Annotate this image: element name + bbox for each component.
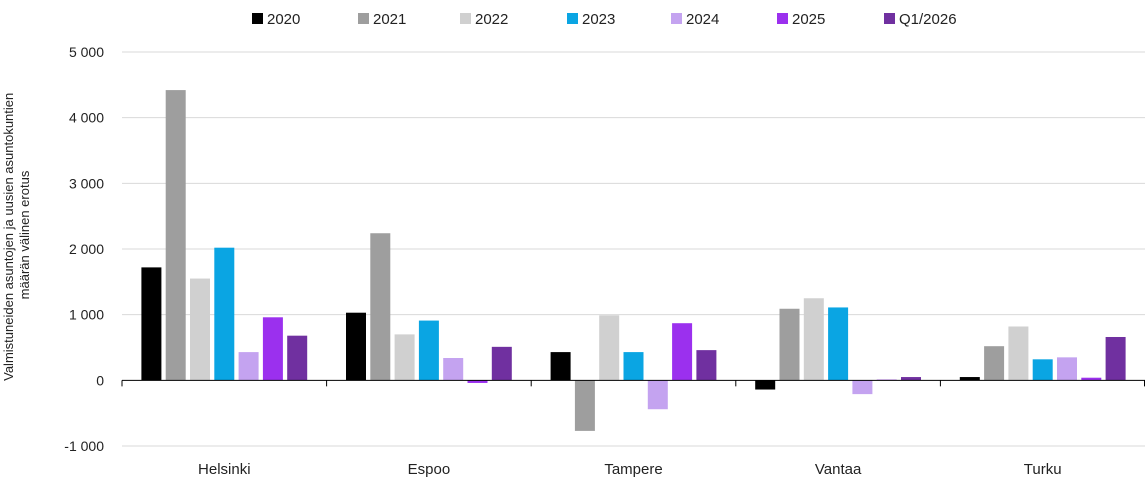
legend-label: 2022 — [475, 11, 508, 28]
bar-2021-turku — [984, 346, 1005, 381]
y-tick-label: 5 000 — [69, 44, 104, 60]
legend-label: 2021 — [373, 11, 406, 28]
legend-swatch — [567, 13, 578, 24]
bar-2024-espoo — [443, 358, 464, 381]
bar-2023-helsinki — [214, 247, 235, 381]
legend-label: 2020 — [267, 11, 300, 28]
bar-2022-tampere — [599, 315, 620, 381]
legend-swatch — [777, 13, 788, 24]
x-category-label: Tampere — [604, 461, 662, 478]
bar-2022-helsinki — [190, 278, 210, 381]
bar-2024-turku — [1057, 357, 1077, 381]
legend-item: 2024 — [671, 11, 719, 28]
legend-label: 2023 — [582, 11, 615, 28]
bar-2024-vantaa — [852, 380, 873, 395]
y-tick-label: 4 000 — [69, 110, 104, 126]
bar-Q1-2026-tampere — [696, 350, 717, 381]
bar-Q1-2026-espoo — [491, 346, 512, 381]
x-category-label: Helsinki — [198, 461, 251, 478]
bar-2025-tampere — [672, 323, 693, 381]
bar-2023-tampere — [623, 352, 644, 381]
gridlines — [122, 51, 1145, 447]
bar-2023-turku — [1032, 359, 1053, 381]
bar-2020-tampere — [550, 352, 571, 381]
bar-Q1-2026-helsinki — [287, 335, 308, 381]
bars — [141, 90, 1126, 431]
y-tick-label: 2 000 — [69, 241, 104, 257]
axes — [121, 379, 1145, 387]
y-tick-label: 1 000 — [69, 307, 104, 323]
bar-2021-vantaa — [779, 308, 800, 381]
bar-2020-espoo — [346, 312, 366, 381]
legend: 2020 2021 2022 2023 2024 2025 Q1/2026 — [252, 11, 957, 28]
bar-Q1-2026-turku — [1105, 336, 1126, 381]
legend-item: 2021 — [358, 11, 406, 28]
x-category-label: Vantaa — [815, 461, 862, 478]
bar-2025-espoo — [467, 380, 488, 383]
y-tick-label: -1 000 — [64, 438, 104, 454]
x-category-label: Espoo — [408, 461, 451, 478]
bar-2022-vantaa — [803, 298, 824, 381]
legend-item: Q1/2026 — [884, 11, 957, 28]
bar-2022-turku — [1008, 326, 1029, 381]
legend-swatch — [884, 13, 895, 24]
legend-item: 2022 — [460, 11, 508, 28]
legend-label: Q1/2026 — [899, 11, 957, 28]
bar-2021-tampere — [574, 380, 595, 431]
legend-label: 2024 — [686, 11, 719, 28]
bar-2025-turku — [1081, 377, 1102, 381]
x-category-labels: Helsinki Espoo Tampere Vantaa Turku — [198, 461, 1062, 478]
legend-swatch — [252, 13, 263, 24]
y-axis-label: Valmistuneiden asuntojen ja uusien asunt… — [1, 89, 32, 381]
y-axis-label-line-2: määrän välinen erotus — [17, 170, 32, 299]
bar-2020-helsinki — [141, 267, 162, 381]
x-category-label: Turku — [1024, 461, 1062, 478]
y-tick-label: 0 — [96, 372, 104, 388]
bar-Q1-2026-vantaa — [901, 377, 921, 381]
legend-swatch — [358, 13, 369, 24]
bar-2021-helsinki — [165, 90, 186, 381]
legend-label: 2025 — [792, 11, 825, 28]
y-axis-label-line-1: Valmistuneiden asuntojen ja uusien asunt… — [1, 93, 16, 381]
bar-2023-vantaa — [828, 307, 849, 381]
bar-2020-turku — [959, 377, 980, 381]
bar-2024-helsinki — [238, 352, 259, 381]
y-tick-label: 3 000 — [69, 175, 104, 191]
legend-swatch — [671, 13, 682, 24]
legend-item: 2020 — [252, 11, 300, 28]
bar-2022-espoo — [394, 334, 415, 381]
y-tick-labels: -1 000 0 1 000 2 000 3 000 4 000 5 000 — [64, 44, 104, 454]
bar-2020-vantaa — [755, 380, 776, 390]
legend-item: 2025 — [777, 11, 825, 28]
bar-2023-espoo — [418, 320, 439, 381]
legend-item: 2023 — [567, 11, 615, 28]
bar-2025-helsinki — [262, 317, 283, 381]
bar-2021-espoo — [370, 233, 391, 381]
legend-swatch — [460, 13, 471, 24]
bar-2024-tampere — [647, 380, 668, 410]
